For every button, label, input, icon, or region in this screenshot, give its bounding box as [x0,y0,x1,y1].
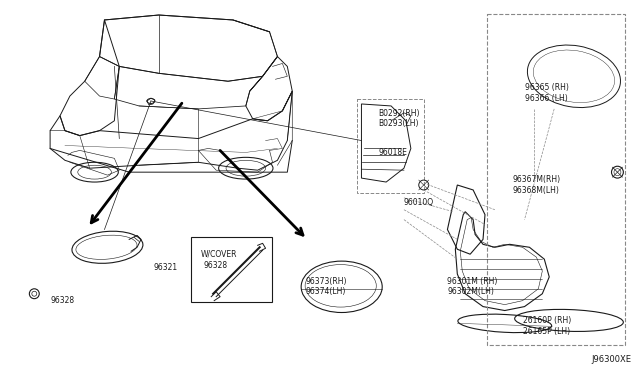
Text: 96373(RH)
96374(LH): 96373(RH) 96374(LH) [305,277,347,296]
Text: 96301M (RH)
96302M(LH): 96301M (RH) 96302M(LH) [447,277,498,296]
Text: W/COVER: W/COVER [200,249,237,258]
Text: 96321: 96321 [154,263,178,272]
Text: B0292(RH)
B0293(LH): B0292(RH) B0293(LH) [378,109,420,128]
Text: J96300XE: J96300XE [592,355,632,364]
Text: 96367M(RH)
96368M(LH): 96367M(RH) 96368M(LH) [513,175,561,195]
Bar [356,99,424,193]
Text: 96365 (RH)
96366 (LH): 96365 (RH) 96366 (LH) [525,83,568,103]
Text: 96018E: 96018E [378,148,407,157]
Text: 96010Q: 96010Q [404,198,434,207]
Bar [487,14,625,345]
Text: 96328: 96328 [50,296,74,305]
Bar [191,237,273,302]
Text: 96328: 96328 [204,261,227,270]
Text: 26160P (RH)
26165P (LH): 26160P (RH) 26165P (LH) [522,317,571,336]
